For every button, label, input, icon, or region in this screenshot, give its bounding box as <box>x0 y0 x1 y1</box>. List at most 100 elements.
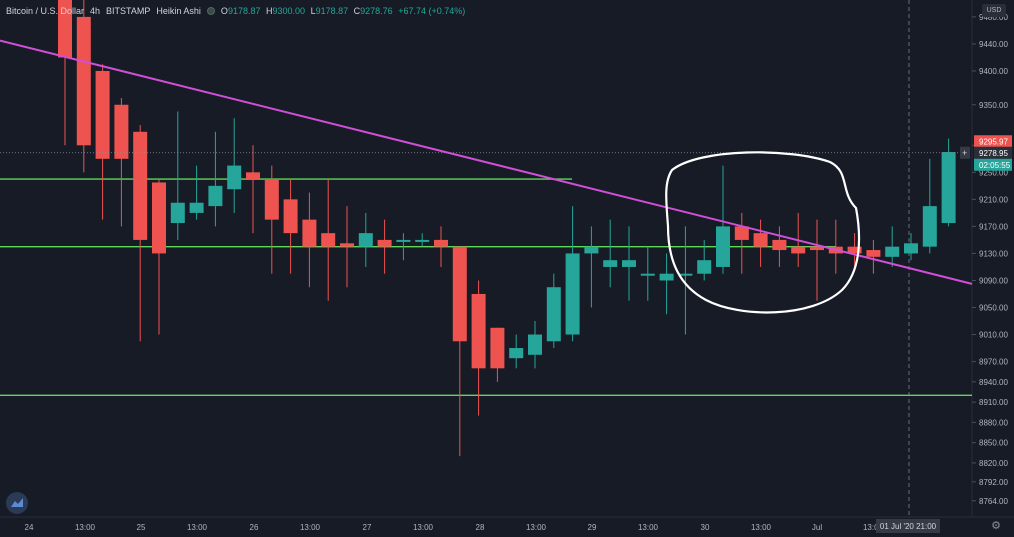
candle-body <box>358 233 373 247</box>
price-tick-label: 8820.00 <box>979 459 1008 468</box>
price-tick-label: 9090.00 <box>979 276 1008 285</box>
time-tick-label: 13:00 <box>187 523 208 532</box>
candle-body <box>264 179 279 220</box>
candle-body <box>152 182 166 254</box>
candle-body <box>528 334 542 355</box>
candle-body <box>283 199 298 234</box>
price-tick-label: 8970.00 <box>979 358 1008 367</box>
candle-body <box>640 273 655 276</box>
candle-body <box>810 246 824 251</box>
candle-body <box>904 243 918 254</box>
price-tag-high: 9295.97 <box>979 137 1008 146</box>
tradingview-logo-icon[interactable] <box>6 492 28 514</box>
candle-body <box>622 260 636 267</box>
candle-body <box>922 206 937 247</box>
candle-body <box>885 246 900 257</box>
price-tag-high-bg <box>974 135 1012 148</box>
candle-body <box>434 239 448 247</box>
candle-body <box>791 246 806 254</box>
candle-body <box>189 202 204 213</box>
candle-body <box>678 273 693 276</box>
candle-body <box>114 104 129 159</box>
high-label: H <box>266 6 273 16</box>
price-tick-label: 8910.00 <box>979 398 1008 407</box>
candle-body <box>340 243 354 247</box>
exchange: BITSTAMP <box>106 6 151 16</box>
time-tick-label: 13:00 <box>638 523 659 532</box>
time-tick-label: 13:00 <box>526 523 547 532</box>
interval[interactable]: 4h <box>90 6 101 16</box>
price-tag-current: 9278.95 <box>979 149 1008 158</box>
price-tick-label: 8764.00 <box>979 497 1008 506</box>
price-tick-label: 9400.00 <box>979 67 1008 76</box>
change-value: +67.74 (+0.74%) <box>398 6 466 16</box>
crosshair-time-label: 01 Jul '20 21:00 <box>880 522 937 531</box>
candle-body <box>170 202 185 224</box>
annotation-circle <box>665 151 861 314</box>
close-value: 9278.76 <box>360 6 393 16</box>
candle-body <box>565 253 580 335</box>
time-tick-label: 26 <box>250 523 259 532</box>
candle-body <box>133 131 148 240</box>
price-tick-label: 8850.00 <box>979 439 1008 448</box>
price-tick-label: 8792.00 <box>979 478 1008 487</box>
crosshair-plus-bg <box>960 146 970 159</box>
candle-body <box>246 172 260 180</box>
price-tick-label: 9210.00 <box>979 195 1008 204</box>
price-tick-label: 9440.00 <box>979 40 1008 49</box>
trendline <box>0 39 973 285</box>
candle-body <box>753 233 768 247</box>
price-tick-label: 9170.00 <box>979 222 1008 231</box>
price-tick-label: 9250.00 <box>979 168 1008 177</box>
candle-body <box>716 226 730 267</box>
candle-body <box>546 287 561 342</box>
close-label: C <box>353 6 361 16</box>
candle-body <box>772 239 787 251</box>
candle-body <box>415 239 430 242</box>
price-tag-current-bg <box>974 146 1012 159</box>
candle-body <box>377 239 392 247</box>
candle-body <box>471 293 486 369</box>
market-status-icon <box>206 7 215 15</box>
price-tick-label: 9480.00 <box>979 13 1008 22</box>
low-label: L <box>310 6 316 16</box>
candle-body <box>603 260 618 267</box>
price-tick-label: 9350.00 <box>979 101 1008 110</box>
candle-body <box>452 246 467 342</box>
symbol-name[interactable]: Bitcoin / U.S. Dollar <box>6 6 85 16</box>
high-value: 9300.00 <box>272 6 306 16</box>
candle-body <box>58 0 72 58</box>
price-tick-label: 8880.00 <box>979 418 1008 427</box>
price-tick-label: 9130.00 <box>979 249 1008 258</box>
candle-body <box>847 246 862 254</box>
time-tick-label: 28 <box>476 523 485 532</box>
candle-body <box>941 152 956 224</box>
crosshair-plus: + <box>962 148 967 158</box>
currency-button[interactable]: USD <box>982 4 1006 17</box>
candle-body <box>208 185 223 207</box>
candle-body <box>227 165 242 190</box>
time-tick-label: 13:00 <box>413 523 434 532</box>
time-tick-label: 30 <box>701 523 710 532</box>
chart-legend: Bitcoin / U.S. Dollar 4h BITSTAMP Heikin… <box>6 4 468 18</box>
price-tick-label: 9010.00 <box>979 331 1008 340</box>
candle-body <box>509 348 524 359</box>
candle-body <box>697 260 712 274</box>
time-tick-label: 29 <box>588 523 597 532</box>
low-value: 9178.87 <box>315 6 349 16</box>
candle-body <box>490 327 505 369</box>
candle-body <box>734 226 749 240</box>
candle-body <box>659 273 674 281</box>
crosshair-time-bg <box>876 519 940 533</box>
time-tick-label: 13:00 <box>751 523 772 532</box>
price-tick-label: 9050.00 <box>979 303 1008 312</box>
countdown-label: 02:05:55 <box>979 161 1011 170</box>
candle-body <box>396 239 411 242</box>
chart-style: Heikin Ashi <box>156 6 201 16</box>
time-tick-label: 25 <box>137 523 146 532</box>
time-tick-label: 13:00 <box>300 523 321 532</box>
gear-icon[interactable]: ⚙ <box>991 520 1001 532</box>
time-tick-label: 24 <box>25 523 34 532</box>
